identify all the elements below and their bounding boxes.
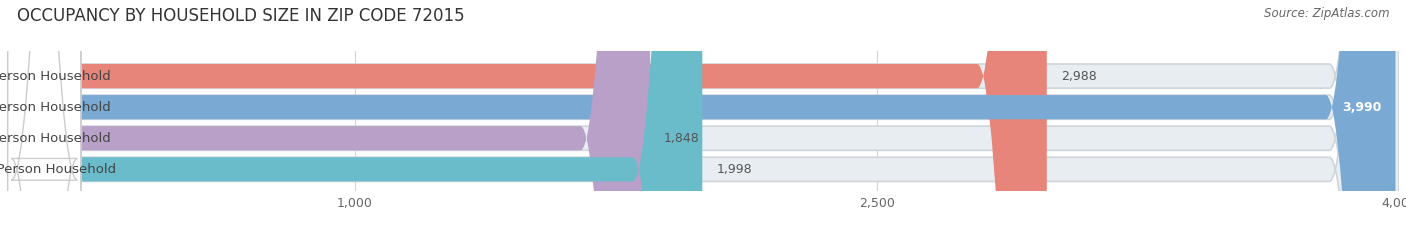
Text: 3-Person Household: 3-Person Household <box>0 132 111 145</box>
Text: 1-Person Household: 1-Person Household <box>0 70 111 83</box>
FancyBboxPatch shape <box>7 0 1399 233</box>
FancyBboxPatch shape <box>7 0 650 233</box>
FancyBboxPatch shape <box>7 0 80 233</box>
FancyBboxPatch shape <box>7 0 1399 233</box>
FancyBboxPatch shape <box>7 0 80 233</box>
Text: OCCUPANCY BY HOUSEHOLD SIZE IN ZIP CODE 72015: OCCUPANCY BY HOUSEHOLD SIZE IN ZIP CODE … <box>17 7 464 25</box>
FancyBboxPatch shape <box>7 0 80 233</box>
FancyBboxPatch shape <box>7 0 1396 233</box>
Text: 2-Person Household: 2-Person Household <box>0 101 111 114</box>
Text: 4+ Person Household: 4+ Person Household <box>0 163 115 176</box>
FancyBboxPatch shape <box>7 0 80 233</box>
Text: 1,998: 1,998 <box>716 163 752 176</box>
FancyBboxPatch shape <box>7 0 1399 233</box>
FancyBboxPatch shape <box>7 0 1399 233</box>
FancyBboxPatch shape <box>7 0 703 233</box>
FancyBboxPatch shape <box>7 0 1047 233</box>
Text: Source: ZipAtlas.com: Source: ZipAtlas.com <box>1264 7 1389 20</box>
Text: 1,848: 1,848 <box>664 132 700 145</box>
Text: 3,990: 3,990 <box>1343 101 1382 114</box>
Text: 2,988: 2,988 <box>1060 70 1097 83</box>
